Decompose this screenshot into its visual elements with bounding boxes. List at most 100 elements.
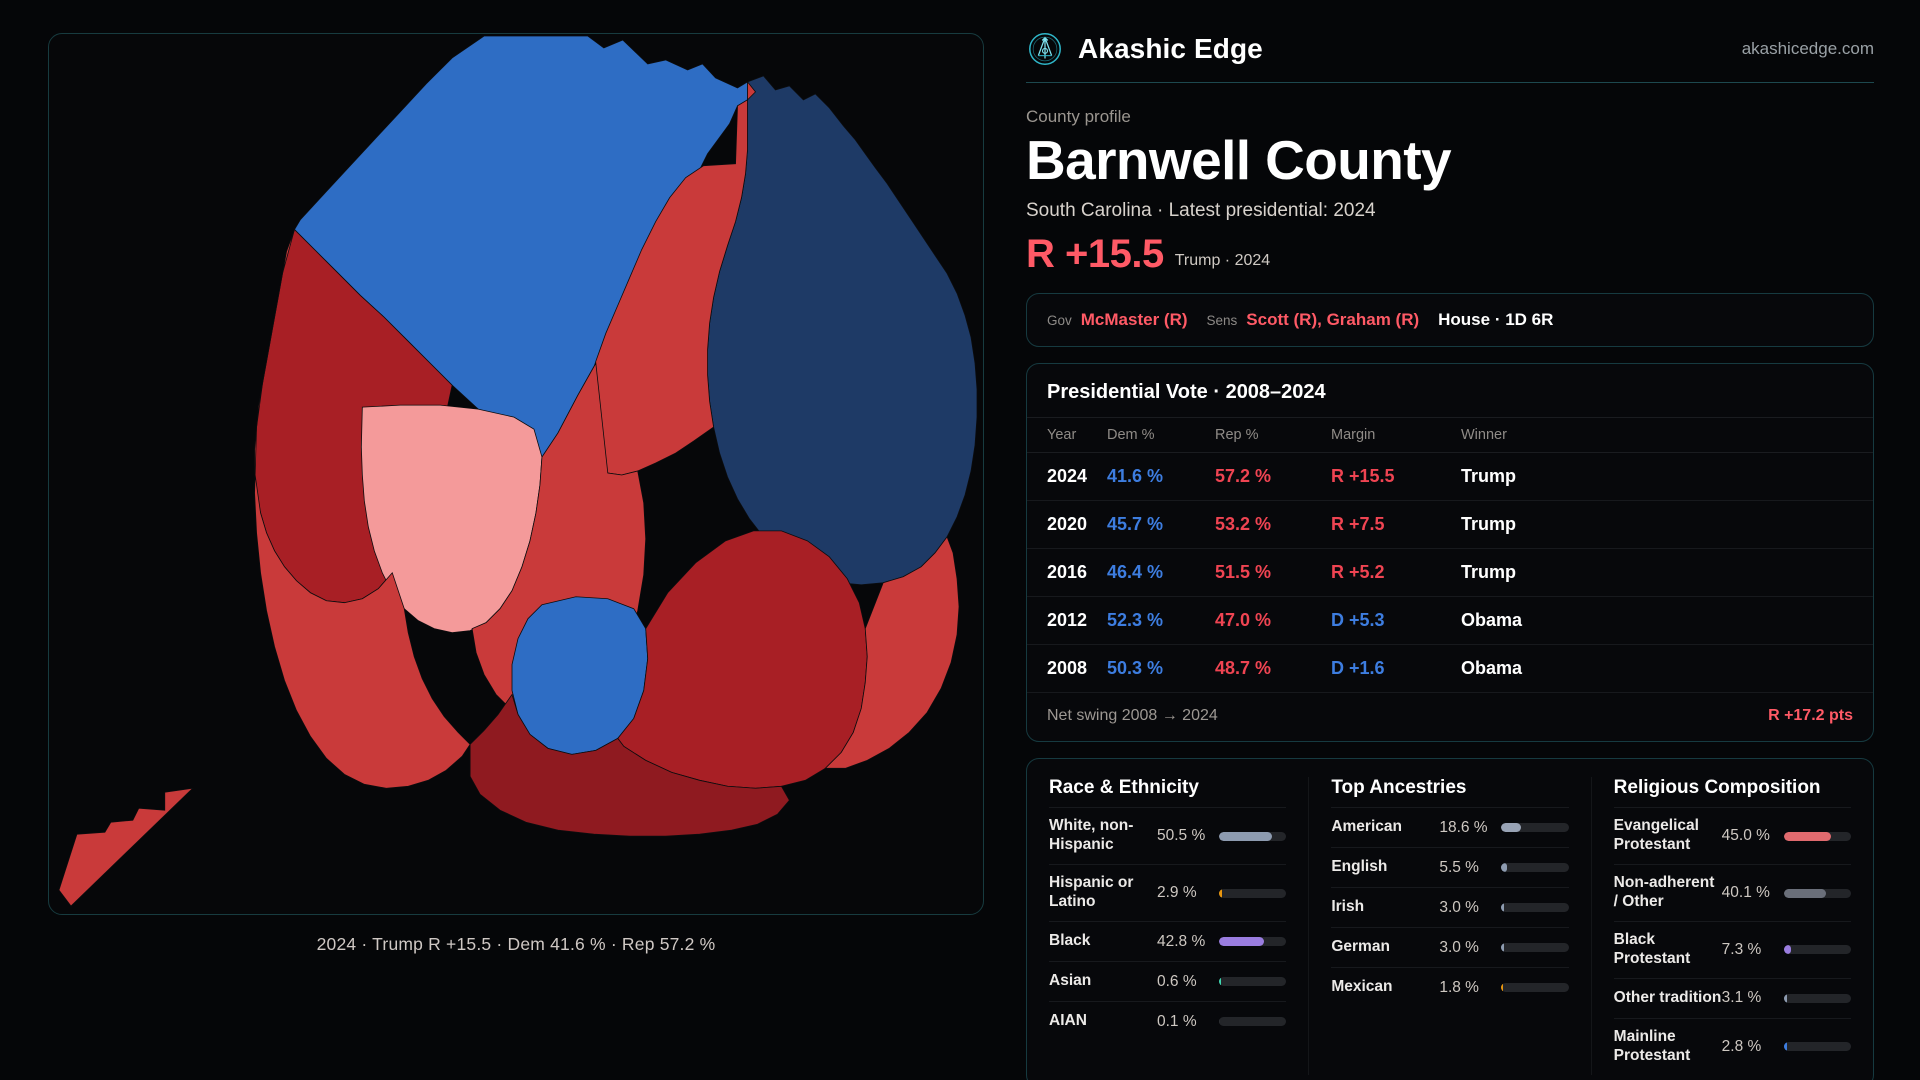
demographics-row: Black 42.8 % <box>1049 921 1287 961</box>
demographics-bar <box>1501 943 1569 953</box>
map-region-rep-strong-south[interactable] <box>617 530 868 789</box>
map-region-rep-mid-southwest[interactable] <box>254 229 471 789</box>
cell-margin: R +15.5 <box>1331 452 1461 502</box>
table-row[interactable]: 2008 50.3 % 48.7 % D +1.6 Obama <box>1027 644 1873 694</box>
demographics-column-3: Religious Composition Evangelical Protest… <box>1590 777 1873 1075</box>
demographics-label: American <box>1331 818 1402 836</box>
table-row[interactable]: 2012 52.3 % 47.0 % D +5.3 Obama <box>1027 596 1873 646</box>
demographics-bar <box>1783 1042 1851 1052</box>
demographics-label: Asian <box>1049 972 1092 990</box>
demographics-value: 0.1 % <box>1157 1012 1197 1030</box>
demographics-label: Mexican <box>1331 978 1393 996</box>
presidential-vote-card: Presidential Vote · 2008–2024 Year Dem %… <box>1026 363 1874 743</box>
house-delegation: House · 1D 6R <box>1438 310 1554 330</box>
demographics-columns: Race & Ethnicity White, non-Hispanic 50.5 … <box>1027 759 1873 1080</box>
cell-margin: D +5.3 <box>1331 596 1461 646</box>
demographics-bar <box>1501 823 1569 833</box>
demographics-row: Irish 3.0 % <box>1331 887 1569 927</box>
col-dem: Dem % <box>1107 417 1215 454</box>
cell-dem: 45.7 % <box>1107 500 1215 550</box>
table-row[interactable]: 2020 45.7 % 53.2 % R +7.5 Trump <box>1027 500 1873 550</box>
demographics-label: White, non-Hispanic <box>1049 817 1134 854</box>
table-header-row: Year Dem % Rep % Margin Winner <box>1027 417 1873 454</box>
demographics-bar <box>1219 888 1287 898</box>
demographics-bar <box>1783 831 1851 841</box>
cell-winner: Obama <box>1461 596 1873 646</box>
margin-note: Trump · 2024 <box>1174 252 1271 270</box>
profile-panel: Akashic Edge akashicedge.com County prof… <box>1012 0 1920 1080</box>
demographics-value: 42.8 % <box>1157 932 1206 950</box>
demographics-bar-fill <box>1501 943 1505 953</box>
demographics-bar <box>1219 937 1287 947</box>
demographics-value: 40.1 % <box>1721 884 1770 902</box>
demographics-bar-fill <box>1783 831 1831 841</box>
demographics-bar-fill <box>1783 993 1787 1003</box>
demographics-label: Other tradition <box>1613 988 1722 1006</box>
demographics-row: American 18.6 % <box>1331 807 1569 847</box>
map-region-rep-deep-bottom[interactable] <box>469 693 790 837</box>
demographics-label: Hispanic or Latino <box>1049 874 1134 911</box>
demographics-label: English <box>1331 858 1388 876</box>
demographics-bar <box>1783 993 1851 1003</box>
cell-margin: R +7.5 <box>1331 500 1461 550</box>
page-title: Barnwell County <box>1026 129 1452 191</box>
net-swing-label: Net swing 2008 → 2024 <box>1047 707 1218 725</box>
demographics-bar-fill <box>1219 888 1223 898</box>
cell-winner: Trump <box>1461 500 1873 550</box>
cell-dem: 46.4 % <box>1107 548 1215 598</box>
demographics-row: White, non-Hispanic 50.5 % <box>1049 807 1287 864</box>
demographics-row: Evangelical Protestant 45.0 % <box>1613 807 1851 864</box>
presidential-vote-table: Year Dem % Rep % Margin Winner 2024 41.6 … <box>1027 417 1873 694</box>
table-row[interactable]: 2016 46.4 % 51.5 % R +5.2 Trump <box>1027 548 1873 598</box>
brand-name: Akashic Edge <box>1078 33 1263 64</box>
demographics-card: Race & Ethnicity White, non-Hispanic 50.5 … <box>1026 758 1874 1080</box>
cell-year: 2024 <box>1027 452 1107 502</box>
headline-margin: R +15.5 Trump · 2024 <box>1026 232 1874 277</box>
gov-label: Gov <box>1047 313 1072 329</box>
officials-row: Gov McMaster (R) Sens Scott (R), Graham … <box>1027 294 1873 346</box>
county-map[interactable] <box>48 33 984 915</box>
cell-rep: 48.7 % <box>1215 644 1331 694</box>
map-region-rep-island-southwest[interactable] <box>58 787 194 907</box>
akashic-compass-icon <box>1026 30 1064 68</box>
demographics-bar-fill <box>1501 863 1508 873</box>
demographics-value: 0.6 % <box>1157 972 1197 990</box>
demographics-value: 50.5 % <box>1157 827 1206 845</box>
col-rep: Rep % <box>1215 417 1331 454</box>
cell-dem: 50.3 % <box>1107 644 1215 694</box>
cell-year: 2008 <box>1027 644 1107 694</box>
brand-url[interactable]: akashicedge.com <box>1741 39 1874 58</box>
map-column: 2024 · Trump R +15.5 · Dem 41.6 % · Rep … <box>48 33 984 954</box>
col-margin: Margin <box>1331 417 1461 454</box>
cell-dem: 52.3 % <box>1107 596 1215 646</box>
map-region-rep-mid-center[interactable] <box>583 80 757 476</box>
demographics-bar <box>1219 977 1287 987</box>
cell-rep: 57.2 % <box>1215 452 1331 502</box>
demographics-bar <box>1501 983 1569 993</box>
table-row[interactable]: 2024 41.6 % 57.2 % R +15.5 Trump <box>1027 452 1873 502</box>
demographics-row: Asian 0.6 % <box>1049 961 1287 1001</box>
demographics-bar <box>1783 945 1851 955</box>
net-swing-row: Net swing 2008 → 2024 R +17.2 pts <box>1027 693 1873 741</box>
demographics-bar <box>1219 1017 1287 1027</box>
demographics-row: Black Protestant 7.3 % <box>1613 921 1851 978</box>
demographics-value: 2.8 % <box>1721 1037 1762 1055</box>
demographics-value: 3.1 % <box>1721 989 1762 1007</box>
cell-year: 2020 <box>1027 500 1107 550</box>
demographics-row: Other tradition 3.1 % <box>1613 977 1851 1018</box>
brand-header: Akashic Edge akashicedge.com <box>1026 30 1874 83</box>
map-region-dem-strong-ne[interactable] <box>707 75 978 586</box>
cell-year: 2016 <box>1027 548 1107 598</box>
demographics-column-1: Race & Ethnicity White, non-Hispanic 50.5 … <box>1027 777 1308 1074</box>
cell-margin: D +1.6 <box>1331 644 1461 694</box>
demographics-label: Irish <box>1331 898 1365 916</box>
demographics-row: Hispanic or Latino 2.9 % <box>1049 864 1287 921</box>
demographics-label: Mainline Protestant <box>1613 1027 1691 1064</box>
demographics-column-title: Religious Composition <box>1613 777 1821 799</box>
cell-rep: 47.0 % <box>1215 596 1331 646</box>
demographics-column-title: Top Ancestries <box>1331 777 1467 799</box>
gov-value[interactable]: McMaster (R) <box>1080 310 1188 330</box>
map-region-rep-mid-southeast[interactable] <box>824 536 960 769</box>
demographics-value: 5.5 % <box>1439 858 1479 876</box>
sens-value[interactable]: Scott (R), Graham (R) <box>1246 310 1420 330</box>
